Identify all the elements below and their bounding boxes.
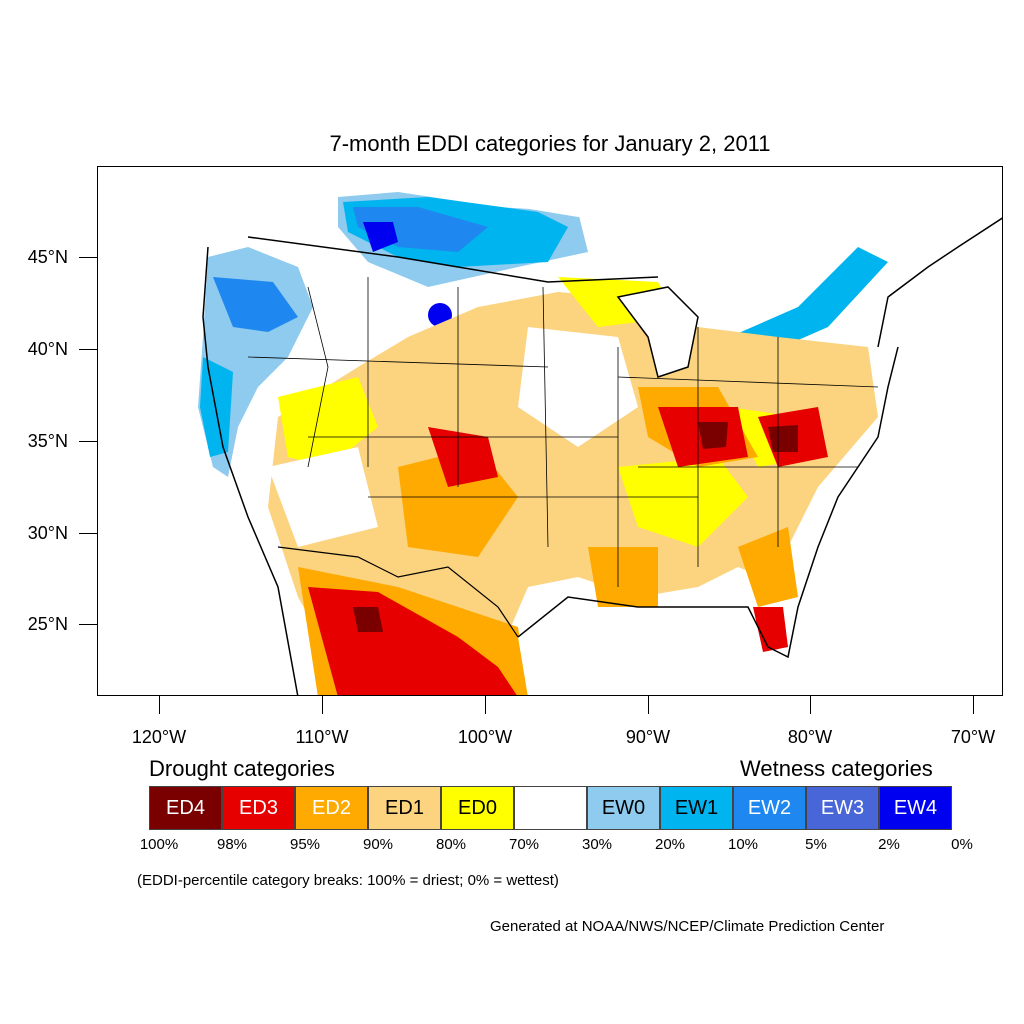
drought-region-ed2-3	[588, 547, 658, 607]
legend-break: 20%	[654, 836, 686, 853]
legend-cell-ew4: EW4	[879, 786, 952, 830]
lon-tick	[648, 696, 649, 714]
great-lakes	[616, 286, 699, 378]
legend-cell-ed0: ED0	[441, 786, 514, 830]
legend-break: 100%	[139, 836, 179, 853]
drought-region-ed4-3	[353, 607, 383, 632]
drought-region-ed0-2	[618, 457, 748, 547]
normal-region-basin	[268, 447, 378, 547]
wet-region-ca	[200, 357, 233, 457]
coastline-northeast	[877, 217, 1002, 348]
legend-break: 5%	[805, 836, 827, 853]
lon-label-100: 100°W	[457, 727, 513, 747]
legend-note: (EDDI-percentile category breaks: 100% =…	[137, 872, 559, 889]
wetness-heading: Wetness categories	[740, 756, 933, 781]
credit-line: Generated at NOAA/NWS/NCEP/Climate Predi…	[490, 918, 885, 935]
gulf-of-mexico	[518, 617, 748, 695]
legend-break: 10%	[727, 836, 759, 853]
wet-region-nw	[213, 277, 298, 332]
lat-label-35: 35°N	[27, 431, 68, 451]
lat-tick	[79, 257, 97, 258]
legend-cell-ed1: ED1	[368, 786, 441, 830]
legend-break: 95%	[289, 836, 321, 853]
drought-region-ed4-1	[698, 422, 728, 449]
lon-tick	[159, 696, 160, 714]
wet-region-north-ew4	[363, 222, 398, 252]
lon-label-80: 80°W	[787, 727, 833, 747]
lon-label-70: 70°W	[950, 727, 996, 747]
eddi-map	[98, 167, 1002, 695]
drought-region-ed2-4	[738, 527, 798, 607]
state-borders	[247, 277, 879, 587]
drought-heading: Drought categories	[149, 756, 335, 781]
lon-tick	[810, 696, 811, 714]
drought-region-ed3-fl	[753, 607, 788, 652]
lat-tick	[79, 349, 97, 350]
legend-cell-ew3: EW3	[806, 786, 879, 830]
lat-tick	[79, 624, 97, 625]
legend-cell-ed4: ED4	[149, 786, 222, 830]
lon-tick	[322, 696, 323, 714]
drought-region-ed1	[268, 292, 878, 687]
lat-label-45: 45°N	[27, 247, 68, 267]
pacific-ocean	[98, 167, 298, 695]
normal-region-plains	[518, 327, 638, 447]
legend-break: 0%	[951, 836, 973, 853]
drought-region-ed4-2	[768, 425, 798, 452]
wet-region-northeast	[718, 247, 888, 362]
legend-break: 80%	[435, 836, 467, 853]
legend-cell-ed3: ED3	[222, 786, 295, 830]
lat-label-30: 30°N	[27, 523, 68, 543]
us-border-north	[247, 236, 659, 283]
atlantic-ocean	[798, 228, 1002, 695]
drought-region-ed0-1	[278, 377, 378, 467]
map-title: 7-month EDDI categories for January 2, 2…	[329, 131, 771, 156]
legend-break: 70%	[508, 836, 540, 853]
legend-cell-ew1: EW1	[660, 786, 733, 830]
lat-label-40: 40°N	[27, 339, 68, 359]
us-border-south	[277, 546, 519, 638]
lon-label-110: 110°W	[295, 727, 349, 747]
legend-break: 2%	[878, 836, 900, 853]
legend-cell-ew0: EW0	[587, 786, 660, 830]
lat-tick	[79, 441, 97, 442]
legend-break: 98%	[216, 836, 248, 853]
drought-region-ed3-co	[428, 427, 498, 487]
legend-break: 30%	[581, 836, 613, 853]
coastline-west	[202, 246, 299, 695]
legend-cell-ed2: ED2	[295, 786, 368, 830]
canada-north	[208, 167, 1002, 217]
lon-label-120: 120°W	[131, 727, 187, 747]
coastline-gulf	[517, 346, 899, 659]
legend-cell-normal	[514, 786, 587, 830]
lon-tick	[485, 696, 486, 714]
legend-breaks: 100% 98% 95% 90% 80% 70% 30% 20% 10% 5% 2% 0%	[0, 836, 1024, 856]
lon-tick	[973, 696, 974, 714]
legend-cell-ew2: EW2	[733, 786, 806, 830]
map-frame	[97, 166, 1003, 696]
lon-label-90: 90°W	[625, 727, 671, 747]
legend-color-bar: ED4 ED3 ED2 ED1 ED0 EW0 EW1 EW2 EW3 EW4	[149, 786, 952, 830]
legend-break: 90%	[362, 836, 394, 853]
lat-tick	[79, 533, 97, 534]
lat-label-25: 25°N	[27, 614, 68, 634]
